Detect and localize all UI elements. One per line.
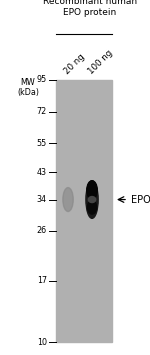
Text: 55: 55 <box>37 139 47 148</box>
Ellipse shape <box>86 181 98 218</box>
Text: Recombinant human
EPO protein: Recombinant human EPO protein <box>43 0 137 17</box>
Text: MW
(kDa): MW (kDa) <box>17 78 39 97</box>
Ellipse shape <box>63 187 73 212</box>
Ellipse shape <box>87 181 97 200</box>
Text: EPO: EPO <box>130 195 150 204</box>
Text: 34: 34 <box>37 195 47 204</box>
Text: 72: 72 <box>37 108 47 116</box>
Text: 26: 26 <box>37 226 47 235</box>
Ellipse shape <box>88 197 96 203</box>
Text: 20 ng: 20 ng <box>63 53 87 76</box>
Text: 100 ng: 100 ng <box>87 49 115 76</box>
Text: 95: 95 <box>37 75 47 84</box>
Text: 43: 43 <box>37 168 47 177</box>
Text: 10: 10 <box>37 338 47 347</box>
Ellipse shape <box>87 201 97 214</box>
Bar <box>56 80 112 343</box>
Text: 17: 17 <box>37 276 47 285</box>
